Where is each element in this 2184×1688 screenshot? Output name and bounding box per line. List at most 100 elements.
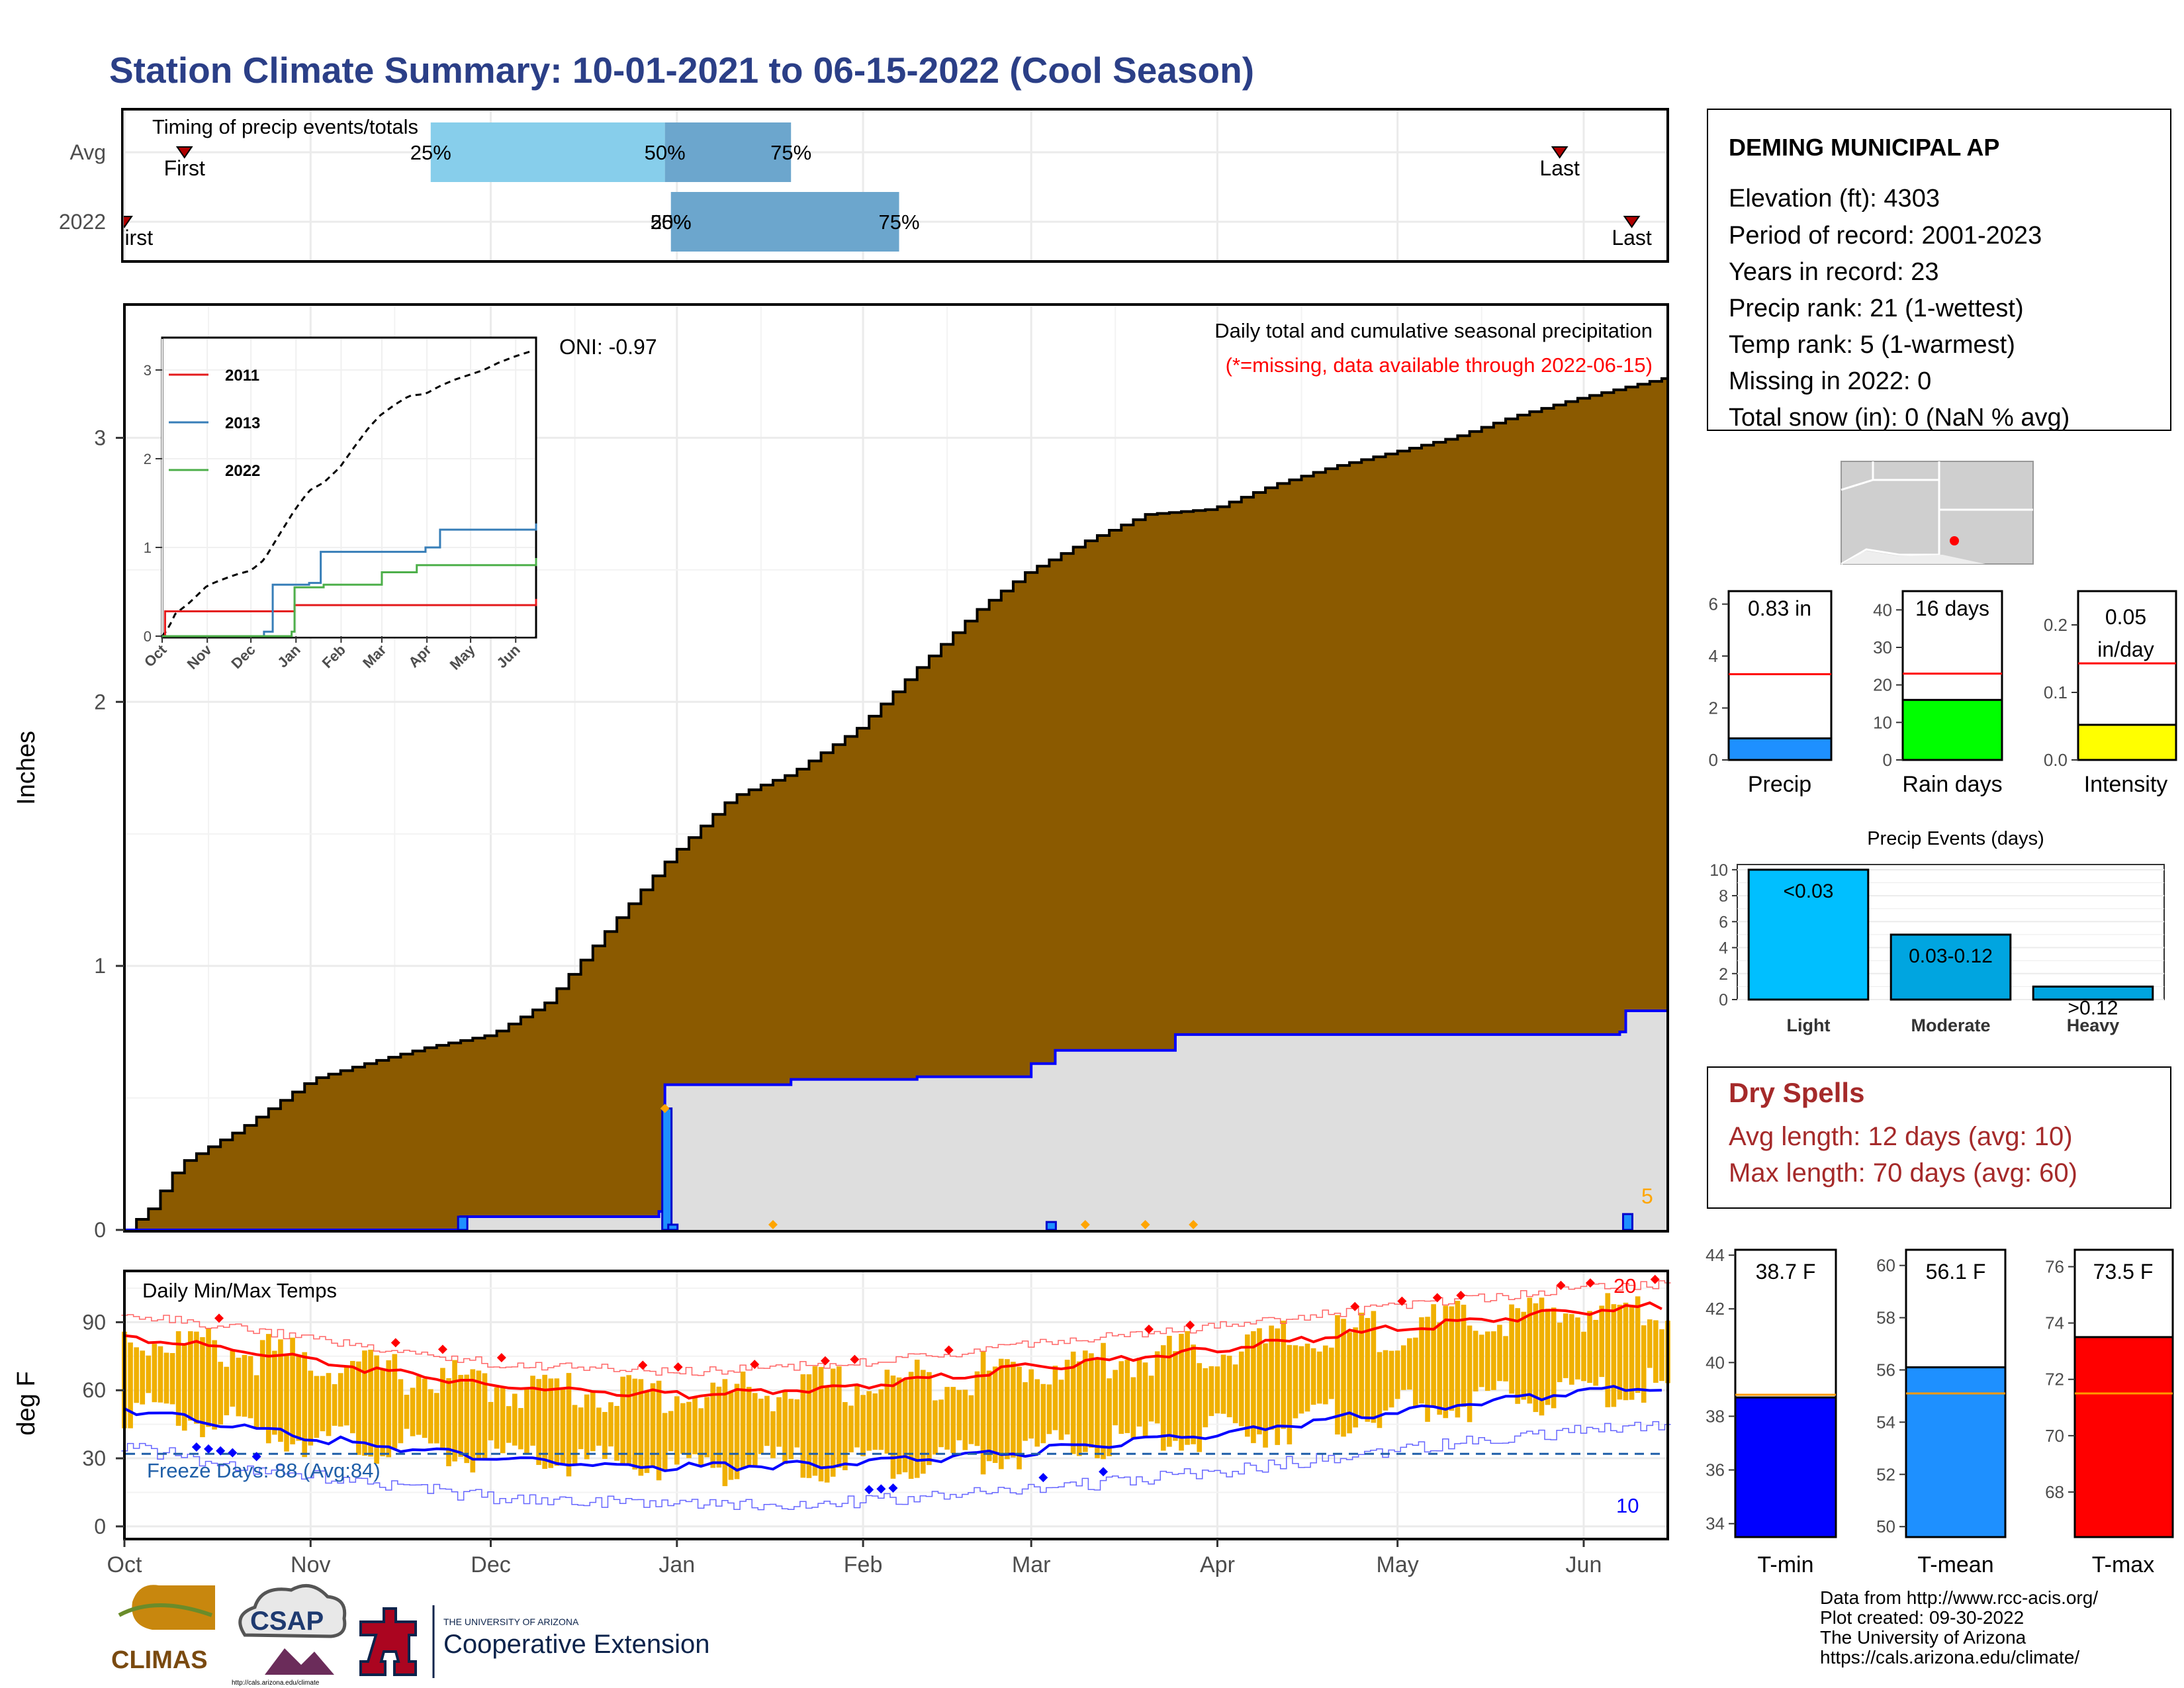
station-info-box: DEMING MUNICIPAL AP Elevation (ft): 4303… xyxy=(1707,109,2171,432)
daily-temp-bar xyxy=(386,1360,392,1458)
daily-temp-bar xyxy=(422,1378,428,1438)
daily-temp-bar xyxy=(752,1393,758,1468)
daily-temp-bar xyxy=(1226,1356,1232,1417)
precip-event-marker xyxy=(1189,1220,1199,1230)
inset-frame xyxy=(161,336,537,639)
station-line-precip-rank: Precip rank: 21 (1-wettest) xyxy=(1729,295,2024,322)
temp-summary-y-tick-label: 76 xyxy=(2045,1257,2064,1277)
timing-last-label: Last xyxy=(1612,226,1652,250)
temp-summary-y-tick-label: 50 xyxy=(1876,1517,1895,1536)
daily-temp-bar xyxy=(1563,1313,1569,1378)
daily-temp-bar xyxy=(776,1397,782,1447)
daily-temp-bar xyxy=(548,1378,554,1468)
station-name: DEMING MUNICIPAL AP xyxy=(1729,134,1999,161)
daily-temp-bar xyxy=(1455,1301,1461,1418)
daily-temp-bar xyxy=(128,1342,133,1429)
events-x-label: Light xyxy=(1787,1015,1831,1035)
daily-temp-bar xyxy=(290,1337,295,1444)
daily-temp-bar xyxy=(1593,1319,1598,1386)
timing-bar-q50-q75 xyxy=(664,122,792,182)
daily-temp-bar xyxy=(1101,1342,1106,1460)
temp-y-axis: 0 30 60 90 xyxy=(82,1310,124,1538)
precip-panel-frame xyxy=(123,303,1669,1233)
daily-temp-bar xyxy=(446,1378,451,1466)
daily-temp-bar xyxy=(1275,1328,1281,1445)
temp-summary-y-tick-label: 58 xyxy=(1876,1308,1895,1328)
temp-content xyxy=(121,1274,1671,1511)
record-low-marker xyxy=(1038,1473,1048,1483)
daily-temp-bar xyxy=(349,1360,355,1434)
daily-temp-bar xyxy=(578,1407,584,1450)
temp-y-tick-label: 60 xyxy=(82,1378,106,1402)
precip-y-tick-label: 2 xyxy=(94,690,106,714)
daily-temp-bar xyxy=(332,1384,338,1426)
timing-quartile-label: 50% xyxy=(651,211,692,234)
month-tick-label: Dec xyxy=(471,1552,510,1577)
temp-summary-y-tick-label: 42 xyxy=(1706,1299,1725,1319)
temp-summary-y-tick-label: 52 xyxy=(1876,1464,1895,1484)
precip-y-tick-label: 3 xyxy=(94,426,106,449)
inset-legend-label-2011: 2011 xyxy=(225,367,259,385)
climas-logo: CLIMAS xyxy=(111,1585,215,1674)
precip-y-tick-label: 1 xyxy=(94,954,106,978)
daily-temp-bar xyxy=(1599,1305,1604,1378)
daily-temp-bar xyxy=(416,1376,422,1435)
temp-summary-tmean-label: T-mean xyxy=(1917,1552,1993,1577)
daily-temp-bar xyxy=(980,1350,986,1475)
temp-summary-tmin-label: T-min xyxy=(1758,1552,1814,1577)
temp-summary-bar xyxy=(1905,1366,2007,1538)
daily-temp-bar xyxy=(986,1370,992,1462)
record-high-marker xyxy=(1350,1301,1360,1311)
timing-first-marker xyxy=(175,146,193,159)
stat-intensity-label: Intensity xyxy=(2084,772,2168,797)
stat-intensity-value-2: in/day xyxy=(2097,637,2154,661)
daily-temp-bar xyxy=(1220,1354,1226,1414)
page-title: Station Climate Summary: 10-01-2021 to 0… xyxy=(109,50,1254,91)
stat-y-tick-label: 0.1 xyxy=(2044,682,2068,702)
daily-temp-bar xyxy=(938,1399,944,1448)
daily-temp-bar xyxy=(1017,1366,1022,1470)
ua-small-text: THE UNIVERSITY OF ARIZONA xyxy=(443,1617,579,1627)
timing-quartile-label: 25% xyxy=(410,141,451,164)
record-high-marker xyxy=(1397,1296,1407,1306)
daily-temp-bar xyxy=(896,1377,902,1475)
timing-last-label: Last xyxy=(1539,156,1580,180)
daily-temp-bar xyxy=(788,1399,794,1460)
temp-summary-y-tick-label: 36 xyxy=(1706,1460,1725,1480)
temp-panel: deg F 0 30 60 90 Daily Min/Max Temps Freeze… xyxy=(13,1270,1671,1540)
dry-spells-title: Dry Spells xyxy=(1729,1077,1864,1108)
month-tick-label: Oct xyxy=(107,1552,142,1577)
daily-temp-bar xyxy=(1083,1350,1088,1452)
temp-summary-bar xyxy=(2073,1336,2174,1538)
events-y-tick-label: 10 xyxy=(1709,861,1728,880)
daily-temp-bar xyxy=(1341,1319,1346,1437)
record-max-line xyxy=(121,1280,1671,1376)
daily-temp-bar xyxy=(1467,1325,1473,1423)
daily-temp-bar xyxy=(914,1360,920,1478)
record-high-marker xyxy=(1556,1280,1566,1290)
daily-temp-bar xyxy=(1142,1362,1148,1437)
daily-temp-bar xyxy=(320,1376,326,1432)
temp-summary-y-tick-label: 56 xyxy=(1876,1360,1895,1380)
missing-note: (*=missing, data available through 2022-… xyxy=(1226,353,1653,377)
daily-temp-bar xyxy=(1365,1318,1371,1422)
stats-charts: 0 2 4 6 0 10 20 30 40 0.0 0.1 0.2 Precip 0.83 in Rain … xyxy=(1709,590,2177,797)
precip-event-marker xyxy=(1140,1220,1150,1230)
avg-cumulative-area xyxy=(124,378,1668,1231)
daily-temp-bar xyxy=(230,1350,236,1407)
stat-bar-value xyxy=(1727,737,1833,761)
month-tick-label: Apr xyxy=(1200,1552,1235,1577)
daily-temp-bar xyxy=(1011,1362,1016,1458)
daily-temp-bar xyxy=(1388,1350,1394,1408)
dry-spells-max: Max length: 70 days (avg: 60) xyxy=(1729,1158,2077,1188)
temp-summary-y-tick-label: 68 xyxy=(2045,1482,2064,1502)
temp-summary-tmax-value: 73.5 F xyxy=(2093,1260,2154,1284)
csap-logo-text: CSAP xyxy=(250,1607,324,1636)
daily-temp-bar xyxy=(175,1331,181,1426)
daily-temp-bar xyxy=(1154,1351,1160,1424)
station-line-years: Years in record: 23 xyxy=(1729,258,1939,286)
daily-temp-bar xyxy=(1551,1307,1557,1409)
events-x-label: Heavy xyxy=(2067,1015,2120,1035)
record-low-marker xyxy=(864,1485,874,1495)
daily-temp-bar xyxy=(710,1382,716,1468)
